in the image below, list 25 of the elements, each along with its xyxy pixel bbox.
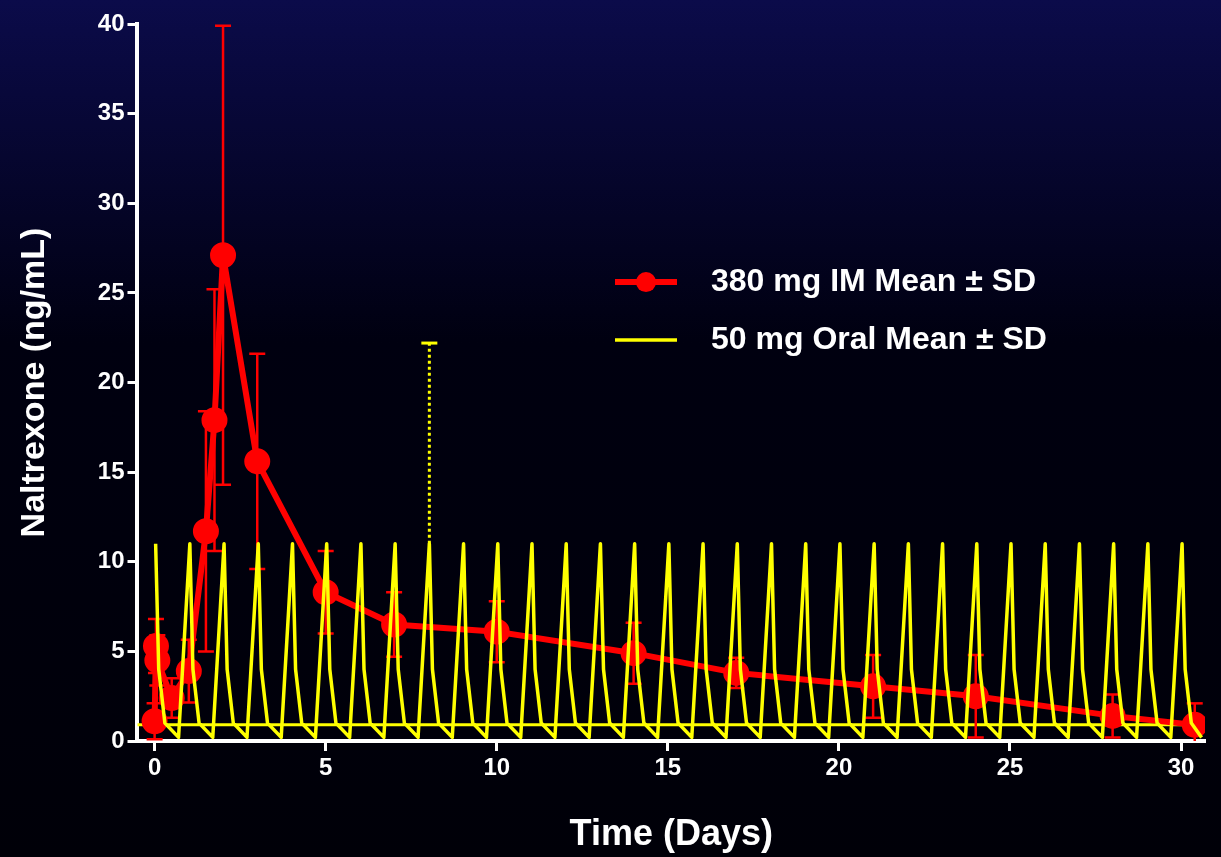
x-tick-label: 5 <box>319 753 333 781</box>
y-tick-label: 30 <box>97 187 125 215</box>
point <box>244 448 271 475</box>
y-tick-label: 10 <box>97 546 125 574</box>
y-axis-title: Naltrexone (ng/mL) <box>12 227 51 538</box>
y-tick-label: 20 <box>97 367 125 395</box>
x-tick-label: 10 <box>483 753 511 781</box>
y-tick-label: 0 <box>111 725 125 753</box>
x-tick-label: 15 <box>654 753 682 781</box>
y-tick-label: 25 <box>97 277 125 305</box>
x-axis-title: Time (Days) <box>569 812 773 854</box>
y-tick-label: 5 <box>111 636 125 663</box>
point <box>201 407 228 434</box>
x-tick-label: 25 <box>996 753 1024 781</box>
x-tick-label: 0 <box>147 753 162 781</box>
y-tick-label: 35 <box>97 98 125 126</box>
point <box>210 242 237 269</box>
point <box>192 518 219 545</box>
x-tick-label: 30 <box>1167 753 1195 781</box>
point <box>141 708 168 735</box>
legend-label: 380 mg IM Mean ± SD <box>711 261 1037 298</box>
x-tick-label: 20 <box>825 753 853 781</box>
legend-label: 50 mg Oral Mean ± SD <box>711 319 1047 356</box>
y-tick-label: 40 <box>97 8 125 36</box>
y-tick-label: 15 <box>97 456 125 484</box>
